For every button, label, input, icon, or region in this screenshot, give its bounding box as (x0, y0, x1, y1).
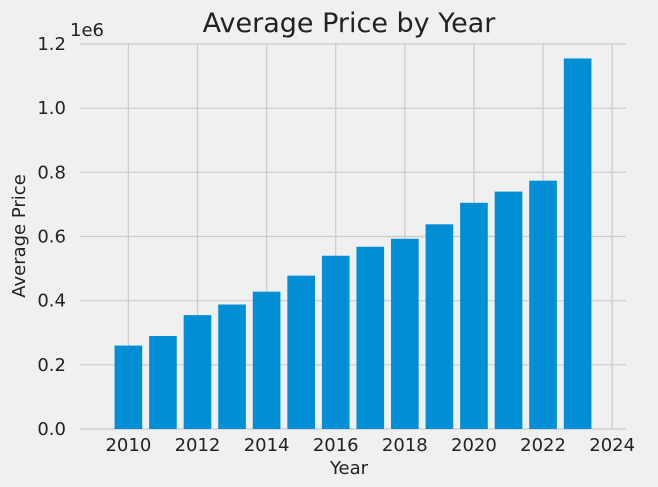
bar-2022 (529, 180, 557, 429)
y-axis-label: Average Price (9, 174, 30, 298)
x-axis-label: Year (329, 458, 369, 479)
x-tick-label: 2014 (244, 435, 290, 456)
y-tick-label: 0.6 (37, 227, 66, 248)
y-tick-labels: 0.0 0.2 0.4 0.6 0.8 1.0 1.2 (37, 34, 66, 440)
bar-2023 (563, 58, 592, 429)
bar-2014 (252, 291, 281, 429)
x-tick-label: 2012 (175, 435, 221, 456)
x-tick-label: 2016 (313, 435, 359, 456)
bar-2019 (425, 224, 454, 429)
y-tick-label: 1.2 (37, 34, 66, 55)
bar-2016 (321, 255, 350, 429)
y-tick-label: 0.8 (37, 162, 66, 183)
y-tick-label: 0.4 (37, 291, 66, 312)
bar-2010 (114, 345, 143, 429)
bar-2021 (494, 191, 523, 429)
bar-2017 (356, 246, 385, 429)
bar-2018 (391, 238, 419, 429)
chart-title: Average Price by Year (203, 8, 497, 39)
bar-2015 (287, 275, 315, 429)
bar-2020 (460, 202, 488, 429)
bars (114, 58, 592, 429)
x-tick-label: 2018 (382, 435, 428, 456)
x-tick-labels: 2010 2012 2014 2016 2018 2020 2022 2024 (105, 435, 635, 456)
y-tick-label: 0.0 (37, 419, 66, 440)
bar-2013 (218, 304, 246, 429)
x-tick-label: 2010 (105, 435, 151, 456)
x-tick-label: 2022 (520, 435, 566, 456)
y-axis-offset-label: 1e6 (70, 20, 104, 41)
bar-2011 (149, 335, 177, 429)
y-tick-label: 0.2 (37, 355, 66, 376)
y-tick-label: 1.0 (37, 98, 66, 119)
x-tick-label: 2020 (451, 435, 497, 456)
x-tick-label: 2024 (589, 435, 635, 456)
bar-2012 (183, 315, 212, 429)
